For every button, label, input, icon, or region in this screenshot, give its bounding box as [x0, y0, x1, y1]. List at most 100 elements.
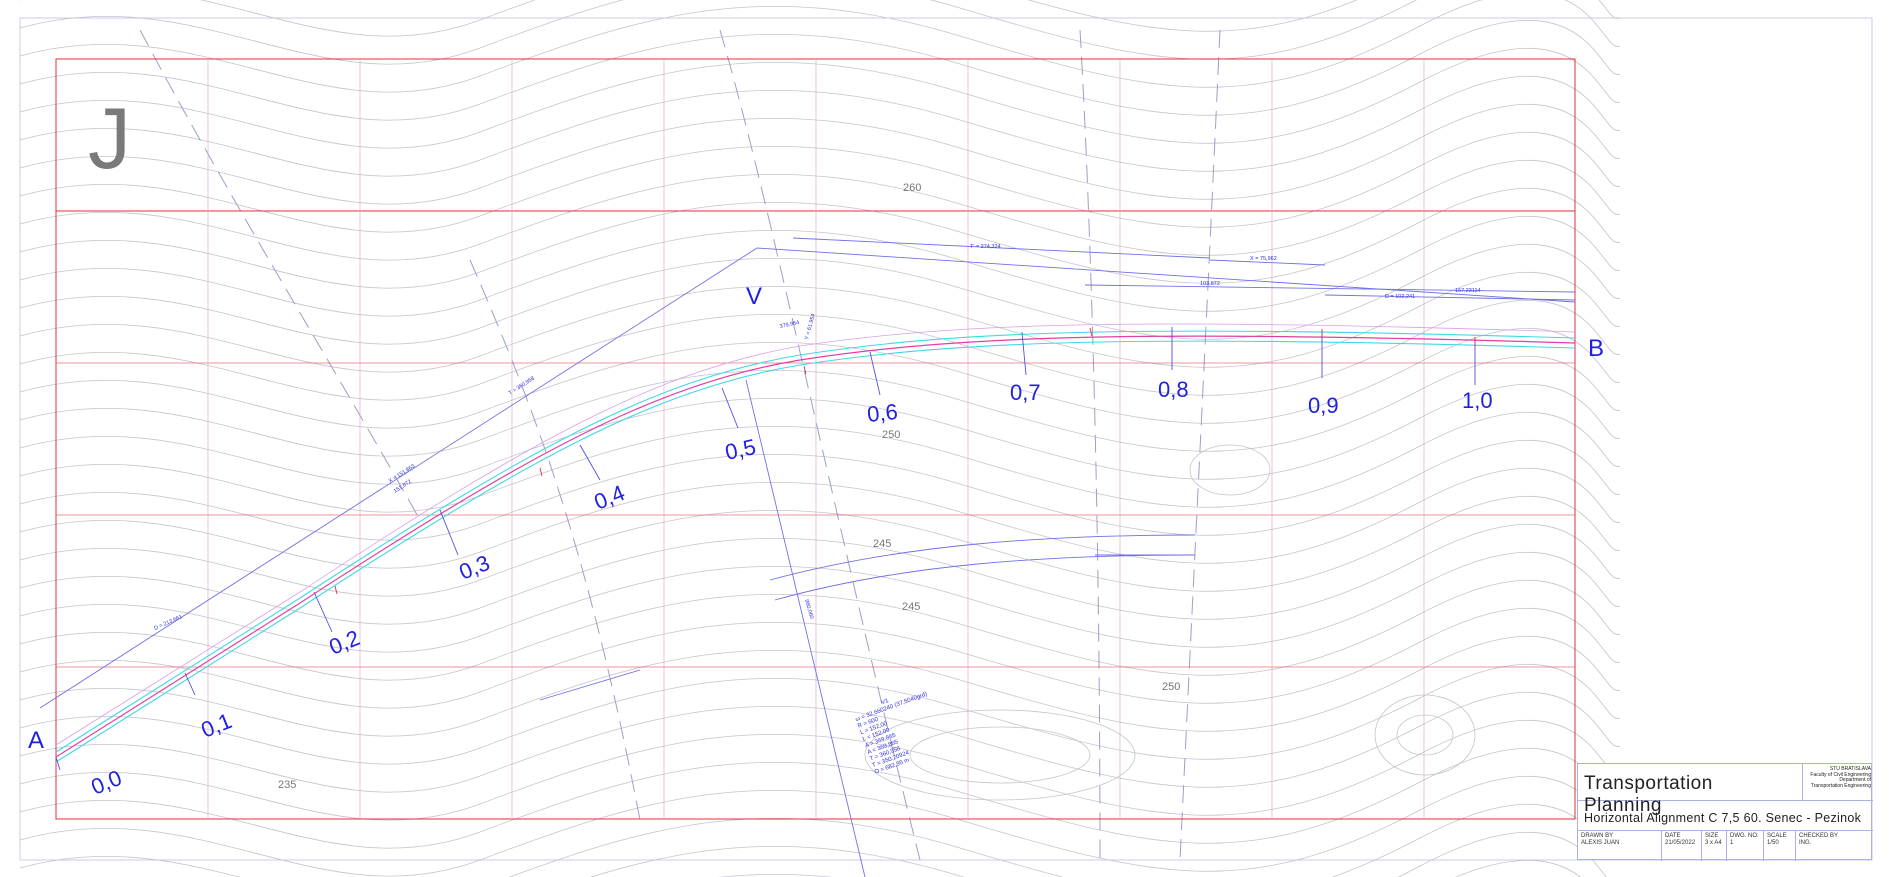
contour-line: [19, 383, 1621, 485]
station-label: 0,4: [591, 480, 629, 515]
vertex-label: V: [746, 283, 762, 310]
station-label: 0,1: [198, 708, 236, 743]
station-tick: [721, 387, 739, 429]
contour-label: 260: [903, 182, 921, 194]
drawing-title: Transportation Planning: [1584, 773, 1713, 816]
contour-line: [19, 719, 1621, 821]
org-line: STU BRATISLAVA: [1829, 766, 1871, 772]
cell-value: 1: [1730, 840, 1734, 846]
contour-line: [19, 187, 1621, 289]
dim-arc: [769, 534, 1196, 581]
dim-text: 379,954: [779, 320, 800, 330]
station-tick: [1021, 331, 1027, 376]
cell-label: DATE: [1665, 833, 1681, 839]
marker: [1089, 327, 1093, 337]
station-tick: [313, 591, 333, 633]
contour-labels: 260 250 245 245 250 235: [278, 182, 1180, 791]
grid-border: [55, 58, 1576, 820]
org-line: Faculty of Civil Engineering: [1810, 771, 1871, 778]
dashed-line: [469, 259, 641, 821]
contour-line: [19, 0, 1621, 65]
contour-lines: [19, 0, 1621, 877]
contour-line: [718, 859, 1582, 877]
sheet-label: J: [88, 91, 131, 187]
dim-line: [1209, 259, 1326, 266]
contour-line: [19, 579, 1621, 681]
contour-line: [19, 523, 1621, 625]
title-block: Transportation Planning STU BRATISLAVA F…: [1577, 763, 1873, 861]
contour-line: [19, 747, 1621, 849]
contour-line: [19, 19, 1621, 121]
cell-label: SCALE: [1767, 833, 1787, 839]
station-label: 0,3: [456, 550, 494, 585]
station-tick: [869, 351, 881, 396]
dashed-lines: [139, 29, 1221, 861]
contour-line: [19, 691, 1621, 793]
contour-line: [19, 495, 1621, 597]
contour-line: [19, 103, 1621, 205]
dim-text: D = 102,241: [1385, 294, 1415, 300]
red-markers: [334, 327, 1476, 595]
tangent-line: [756, 247, 1576, 303]
station-label: 0,7: [1010, 380, 1041, 405]
station-tick: [439, 509, 459, 556]
marker: [334, 585, 338, 595]
point-a-label: A: [28, 727, 44, 754]
contour-loop: [1374, 694, 1476, 776]
cell-value: ING.: [1799, 840, 1812, 846]
cell-label: DWG. NO.: [1730, 833, 1759, 839]
sheet-frame: [19, 17, 1873, 861]
contour-line: [19, 131, 1621, 233]
station-labels: 0,00,10,20,30,40,50,60,7 0,80,9 1,0: [88, 377, 1493, 800]
drawn-by-cell: DRAWN BY ALEXIS JUAN: [1578, 831, 1661, 861]
grid-red: [55, 58, 1576, 820]
dim-text: X = 75,962: [1250, 256, 1277, 262]
marker: [803, 365, 807, 375]
cell-label: CHECKED BY: [1799, 833, 1839, 839]
road-axis: [55, 335, 1576, 758]
contour-line: [19, 75, 1621, 177]
dim-text: 167,23114: [1455, 288, 1481, 294]
station-tick: [184, 672, 196, 696]
title-cell: Transportation Planning: [1578, 764, 1803, 816]
dim-text: 960,060: [803, 599, 814, 620]
contour-line: [19, 775, 1621, 877]
dim-line: [792, 237, 1211, 259]
contour-line: [19, 467, 1621, 569]
contour-loop: [864, 709, 1136, 801]
offset-line: [55, 323, 1576, 746]
contour-loop: [909, 726, 1091, 784]
dim-line: [1324, 294, 1576, 301]
dashed-line: [719, 29, 921, 861]
station-label: 0,8: [1158, 377, 1189, 402]
road-edge-right: [55, 340, 1576, 763]
contour-line: [19, 411, 1621, 513]
dim-line: [539, 669, 641, 701]
grid-vertical: [207, 59, 1425, 819]
contour-line: [19, 663, 1621, 765]
dashed-line: [139, 29, 421, 521]
scale-cell: SCALE 1/50: [1763, 831, 1795, 861]
date-cell: DATE 21/05/2022: [1661, 831, 1701, 861]
station-tick: [55, 756, 61, 771]
dim-text: Y = 61,954: [804, 313, 817, 340]
station-label: 0,0: [88, 765, 126, 800]
point-b-label: B: [1588, 335, 1604, 362]
org-line: Department of: [1839, 777, 1871, 783]
dim-line: [1084, 284, 1576, 293]
contour-line: [19, 327, 1621, 429]
dim-line: [745, 379, 866, 877]
contour-line: [19, 355, 1621, 457]
dim-text: X = 151,863: [388, 463, 416, 484]
cell-label: DRAWN BY: [1581, 833, 1614, 839]
cell-value: 21/05/2022: [1665, 840, 1696, 846]
contour-line: [19, 635, 1621, 737]
contour-label: 250: [882, 429, 900, 441]
marker: [539, 467, 543, 477]
contour-line: [20, 0, 1358, 37]
contour-line: [19, 803, 1621, 877]
contour-label: 245: [873, 538, 891, 550]
tangent-line: [39, 247, 758, 709]
contour-label: 235: [278, 779, 296, 791]
contour-line: [19, 159, 1621, 261]
